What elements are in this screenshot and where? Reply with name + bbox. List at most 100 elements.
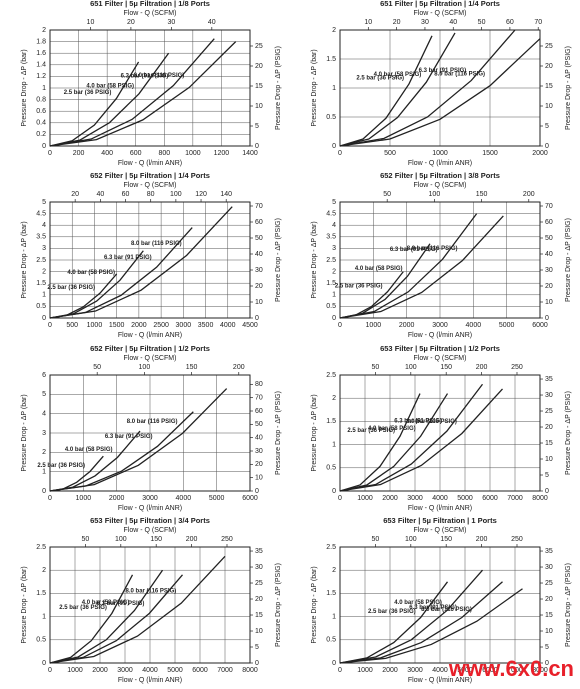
curve-label: 2.5 bar (36 PSIG) <box>356 76 404 82</box>
x-tick-label: 1000 <box>357 667 373 674</box>
y2-tick-label: 35 <box>255 548 263 555</box>
x-tick-label: 0 <box>338 322 342 329</box>
y-axis-label: Pressure Drop - ΔP (bar) <box>311 394 318 471</box>
chart-title: 651 Filter | 5µ Filtration | 1/8 Ports <box>90 0 210 8</box>
y-tick-label: 2.5 <box>36 257 46 264</box>
x2-axis-label: Flow - Q (SCFM) <box>414 10 467 17</box>
x-tick-label: 7000 <box>507 495 523 502</box>
x2-tick-label: 100 <box>405 364 417 371</box>
y2-tick-label: 50 <box>545 235 553 242</box>
y-tick-label: 0 <box>42 660 46 667</box>
x-axis-label: Flow - Q (l/min ANR) <box>408 332 472 339</box>
chart-title: 653 Filter | 5µ Filtration | 3/4 Ports <box>90 516 210 525</box>
y2-axis-label: Pressure Drop - ΔP (PSIG) <box>275 391 282 475</box>
x2-tick-label: 60 <box>506 19 514 26</box>
x2-tick-label: 250 <box>511 364 523 371</box>
y-tick-label: 1.5 <box>326 590 336 597</box>
y2-axis-label: Pressure Drop - ΔP (PSIG) <box>565 218 572 302</box>
y-tick-label: 0.5 <box>326 465 336 472</box>
y2-tick-label: 20 <box>545 283 553 290</box>
x2-axis-label: Flow - Q (SCFM) <box>414 355 467 362</box>
x2-tick-label: 200 <box>476 364 488 371</box>
x2-tick-label: 150 <box>186 364 198 371</box>
curve <box>49 388 228 492</box>
y-tick-label: 1.5 <box>326 280 336 287</box>
x2-tick-label: 200 <box>523 191 535 198</box>
y-tick-label: 0.5 <box>326 637 336 644</box>
y2-tick-label: 0 <box>545 315 549 322</box>
curve <box>49 555 226 664</box>
curve-label: 4.0 bar (58 PSIG) <box>65 447 113 453</box>
watermark: www.6x0.cn <box>448 656 574 681</box>
y-tick-label: 0 <box>332 660 336 667</box>
y2-tick-label: 70 <box>255 395 263 402</box>
x-axis-label: Flow - Q (l/min ANR) <box>408 677 472 684</box>
x-tick-label: 600 <box>130 150 142 157</box>
y-tick-label: 4.5 <box>36 210 46 217</box>
y2-axis-label: Pressure Drop - ΔP (PSIG) <box>275 563 282 647</box>
curve-label: 2.5 bar (36 PSIG) <box>335 283 383 289</box>
x-tick-label: 3000 <box>407 495 423 502</box>
y2-tick-label: 60 <box>545 219 553 226</box>
x-axis-label: Flow - Q (l/min ANR) <box>118 677 182 684</box>
x2-tick-label: 50 <box>81 536 89 543</box>
y2-tick-label: 10 <box>545 103 553 110</box>
x2-tick-label: 150 <box>440 364 452 371</box>
curve <box>339 581 449 664</box>
y-tick-label: 5 <box>332 199 336 206</box>
x-tick-label: 500 <box>66 322 78 329</box>
x2-tick-label: 60 <box>122 191 130 198</box>
x-tick-label: 4000 <box>220 322 236 329</box>
y2-tick-label: 0 <box>545 660 549 667</box>
y2-tick-label: 10 <box>255 103 263 110</box>
curve <box>339 393 421 492</box>
x2-tick-label: 120 <box>195 191 207 198</box>
y-axis-label: Pressure Drop - ΔP (bar) <box>21 221 28 298</box>
x-tick-label: 5000 <box>167 667 183 674</box>
curve-label: 2.5 bar (36 PSIG) <box>59 605 107 611</box>
x-tick-label: 3500 <box>198 322 214 329</box>
x-tick-label: 8000 <box>242 667 258 674</box>
curve-label: 8.0 bar (116 PSIG) <box>434 71 485 77</box>
y-tick-label: 0.8 <box>36 96 46 103</box>
x-axis-label: Flow - Q (l/min ANR) <box>118 505 182 512</box>
x-tick-label: 2000 <box>92 667 108 674</box>
curve <box>49 206 233 319</box>
x2-tick-label: 40 <box>208 19 216 26</box>
curve-label: 8.0 bar (116 PSIG) <box>406 419 457 425</box>
y-tick-label: 2 <box>332 27 336 34</box>
chart-title: 651 Filter | 5µ Filtration | 1/4 Ports <box>380 0 500 8</box>
chart-title: 652 Filter | 5µ Filtration | 1/4 Ports <box>90 171 210 180</box>
y2-tick-label: 35 <box>545 376 553 383</box>
x-tick-label: 1000 <box>432 150 448 157</box>
y-tick-label: 1 <box>42 613 46 620</box>
y2-tick-label: 20 <box>255 596 263 603</box>
curve-label: 8.0 bar (116 PSIG) <box>127 419 178 425</box>
y-tick-label: 0 <box>332 315 336 322</box>
curve <box>339 38 541 147</box>
y2-tick-label: 15 <box>255 612 263 619</box>
x-tick-label: 3000 <box>117 667 133 674</box>
curve-label: 2.5 bar (36 PSIG) <box>368 609 416 615</box>
x2-tick-label: 80 <box>147 191 155 198</box>
y-tick-label: 0.5 <box>326 303 336 310</box>
y2-tick-label: 25 <box>545 408 553 415</box>
x-tick-label: 5000 <box>457 495 473 502</box>
x-tick-label: 4000 <box>432 667 448 674</box>
x-tick-label: 1200 <box>214 150 230 157</box>
y-tick-label: 5 <box>42 199 46 206</box>
y-tick-label: 0 <box>332 143 336 150</box>
y2-tick-label: 60 <box>255 219 263 226</box>
chart-title: 652 Filter | 5µ Filtration | 1/2 Ports <box>90 344 210 353</box>
x-tick-label: 1000 <box>67 667 83 674</box>
curve <box>49 569 164 664</box>
y2-tick-label: 0 <box>255 488 259 495</box>
y2-tick-label: 10 <box>545 299 553 306</box>
curve <box>339 29 516 147</box>
y-tick-label: 0.6 <box>36 108 46 115</box>
curve <box>339 35 433 147</box>
curve-label: 2.5 bar (36 PSIG) <box>47 285 95 291</box>
y-tick-label: 3.5 <box>36 234 46 241</box>
y-axis-label: Pressure Drop - ΔP (bar) <box>21 394 28 471</box>
curve <box>339 588 523 664</box>
